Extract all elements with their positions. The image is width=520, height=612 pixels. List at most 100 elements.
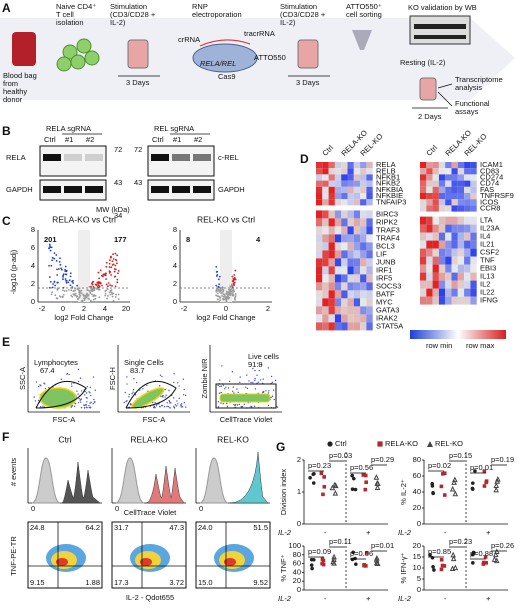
flask (419, 77, 437, 101)
heatmap-cell (328, 250, 335, 259)
data-point (452, 490, 459, 497)
quadrant-value: 31.7 (114, 523, 129, 532)
heatmap-cell (438, 180, 446, 187)
heatmap-cell (334, 186, 342, 193)
data-point (308, 475, 312, 480)
heatmap-cell (360, 322, 367, 331)
data-point (373, 559, 380, 566)
heatmap-cell (432, 232, 439, 241)
gene-label: CCR8 (480, 203, 500, 212)
event (142, 388, 144, 390)
event (161, 395, 164, 398)
heatmap-cell (341, 174, 348, 181)
heatmap-cell (341, 242, 348, 251)
heatmap-cell (316, 162, 323, 169)
heatmap-cell (432, 199, 439, 206)
gene-label: TNFAIP3 (376, 197, 406, 206)
step-text: Naive CD4⁺ (56, 2, 96, 11)
sorter (352, 30, 372, 50)
gene-label: CD274 (480, 172, 503, 181)
heatmap-cell (360, 193, 367, 200)
heatmap-cell (328, 168, 335, 175)
event (254, 379, 256, 382)
volcano-point (110, 289, 113, 291)
event (218, 392, 221, 394)
heatmap-cell (316, 298, 323, 307)
heatmap-cell (334, 199, 342, 206)
event (146, 384, 148, 387)
event (271, 395, 274, 397)
heatmap-cell (366, 226, 373, 235)
heatmap-cell (464, 264, 471, 273)
event (257, 381, 260, 383)
heatmap-cell (316, 218, 323, 227)
data-point (322, 484, 327, 489)
blood-bag (12, 32, 36, 66)
event (89, 402, 91, 404)
event (80, 398, 83, 400)
lane-label: Ctrl (152, 135, 164, 144)
volcano-point (117, 293, 120, 296)
heatmap-cell (445, 248, 452, 257)
legend-marker (327, 441, 333, 447)
event (68, 373, 70, 376)
event (182, 378, 185, 380)
heatmap-cell (316, 306, 323, 315)
event (217, 406, 220, 408)
event (35, 381, 38, 383)
heatmap-cell (445, 256, 452, 265)
event (85, 404, 87, 406)
heatmap-cell (347, 266, 354, 275)
volcano-point (111, 284, 113, 287)
gene-label: NFKBIA (376, 185, 403, 194)
heatmap-cell (334, 218, 342, 227)
heatmap-cell (457, 174, 465, 181)
volcano-point (58, 261, 61, 263)
event (79, 377, 82, 379)
heatmap-cell (328, 322, 335, 331)
heatmap-cell (360, 274, 367, 283)
event (180, 403, 183, 405)
gate (215, 383, 277, 409)
event (86, 407, 88, 409)
mw-tick: 43 (114, 178, 122, 187)
volcano-point (67, 281, 70, 284)
heatmap-cell (341, 234, 348, 243)
volcano-point (70, 294, 73, 297)
heatmap-cell (457, 288, 465, 297)
gene-label: IFNG (480, 296, 498, 305)
data-point (430, 484, 435, 488)
heatmap-cell (457, 186, 465, 193)
step-text: (CD3/CD28 + (280, 10, 326, 19)
gene-label: BATF (376, 289, 395, 298)
heatmap-cell (464, 186, 471, 193)
event (274, 379, 277, 382)
y-tick-label: 5 (417, 574, 421, 583)
heatmap-cell (451, 174, 458, 181)
volcano-point (105, 265, 108, 268)
volcano-point (108, 266, 111, 268)
heatmap-cell (334, 298, 342, 307)
heatmap-cell (347, 250, 354, 259)
heatmap-cell (334, 290, 342, 299)
band (172, 186, 190, 193)
heatmap-cell (322, 218, 329, 227)
row-label: GAPDH (218, 185, 245, 194)
lane-label: #1 (173, 135, 181, 144)
volcano-point (221, 295, 224, 297)
y-axis-label: % IFN-γ⁺ (399, 552, 408, 583)
band (193, 186, 211, 193)
heatmap-cell (366, 306, 373, 315)
heatmap-cell (464, 193, 471, 200)
event (164, 396, 166, 398)
p-value: p=0.01 (470, 463, 493, 472)
volcano-point (65, 269, 68, 272)
volcano-point (72, 293, 75, 296)
volcano-point (59, 257, 61, 260)
p-value: p=0.26 (491, 541, 514, 550)
heatmap-cell (328, 306, 335, 315)
heatmap-cell (322, 258, 329, 267)
heatmap-cell (341, 266, 348, 275)
condition-label: IL-2 (398, 594, 412, 603)
event (239, 376, 241, 378)
